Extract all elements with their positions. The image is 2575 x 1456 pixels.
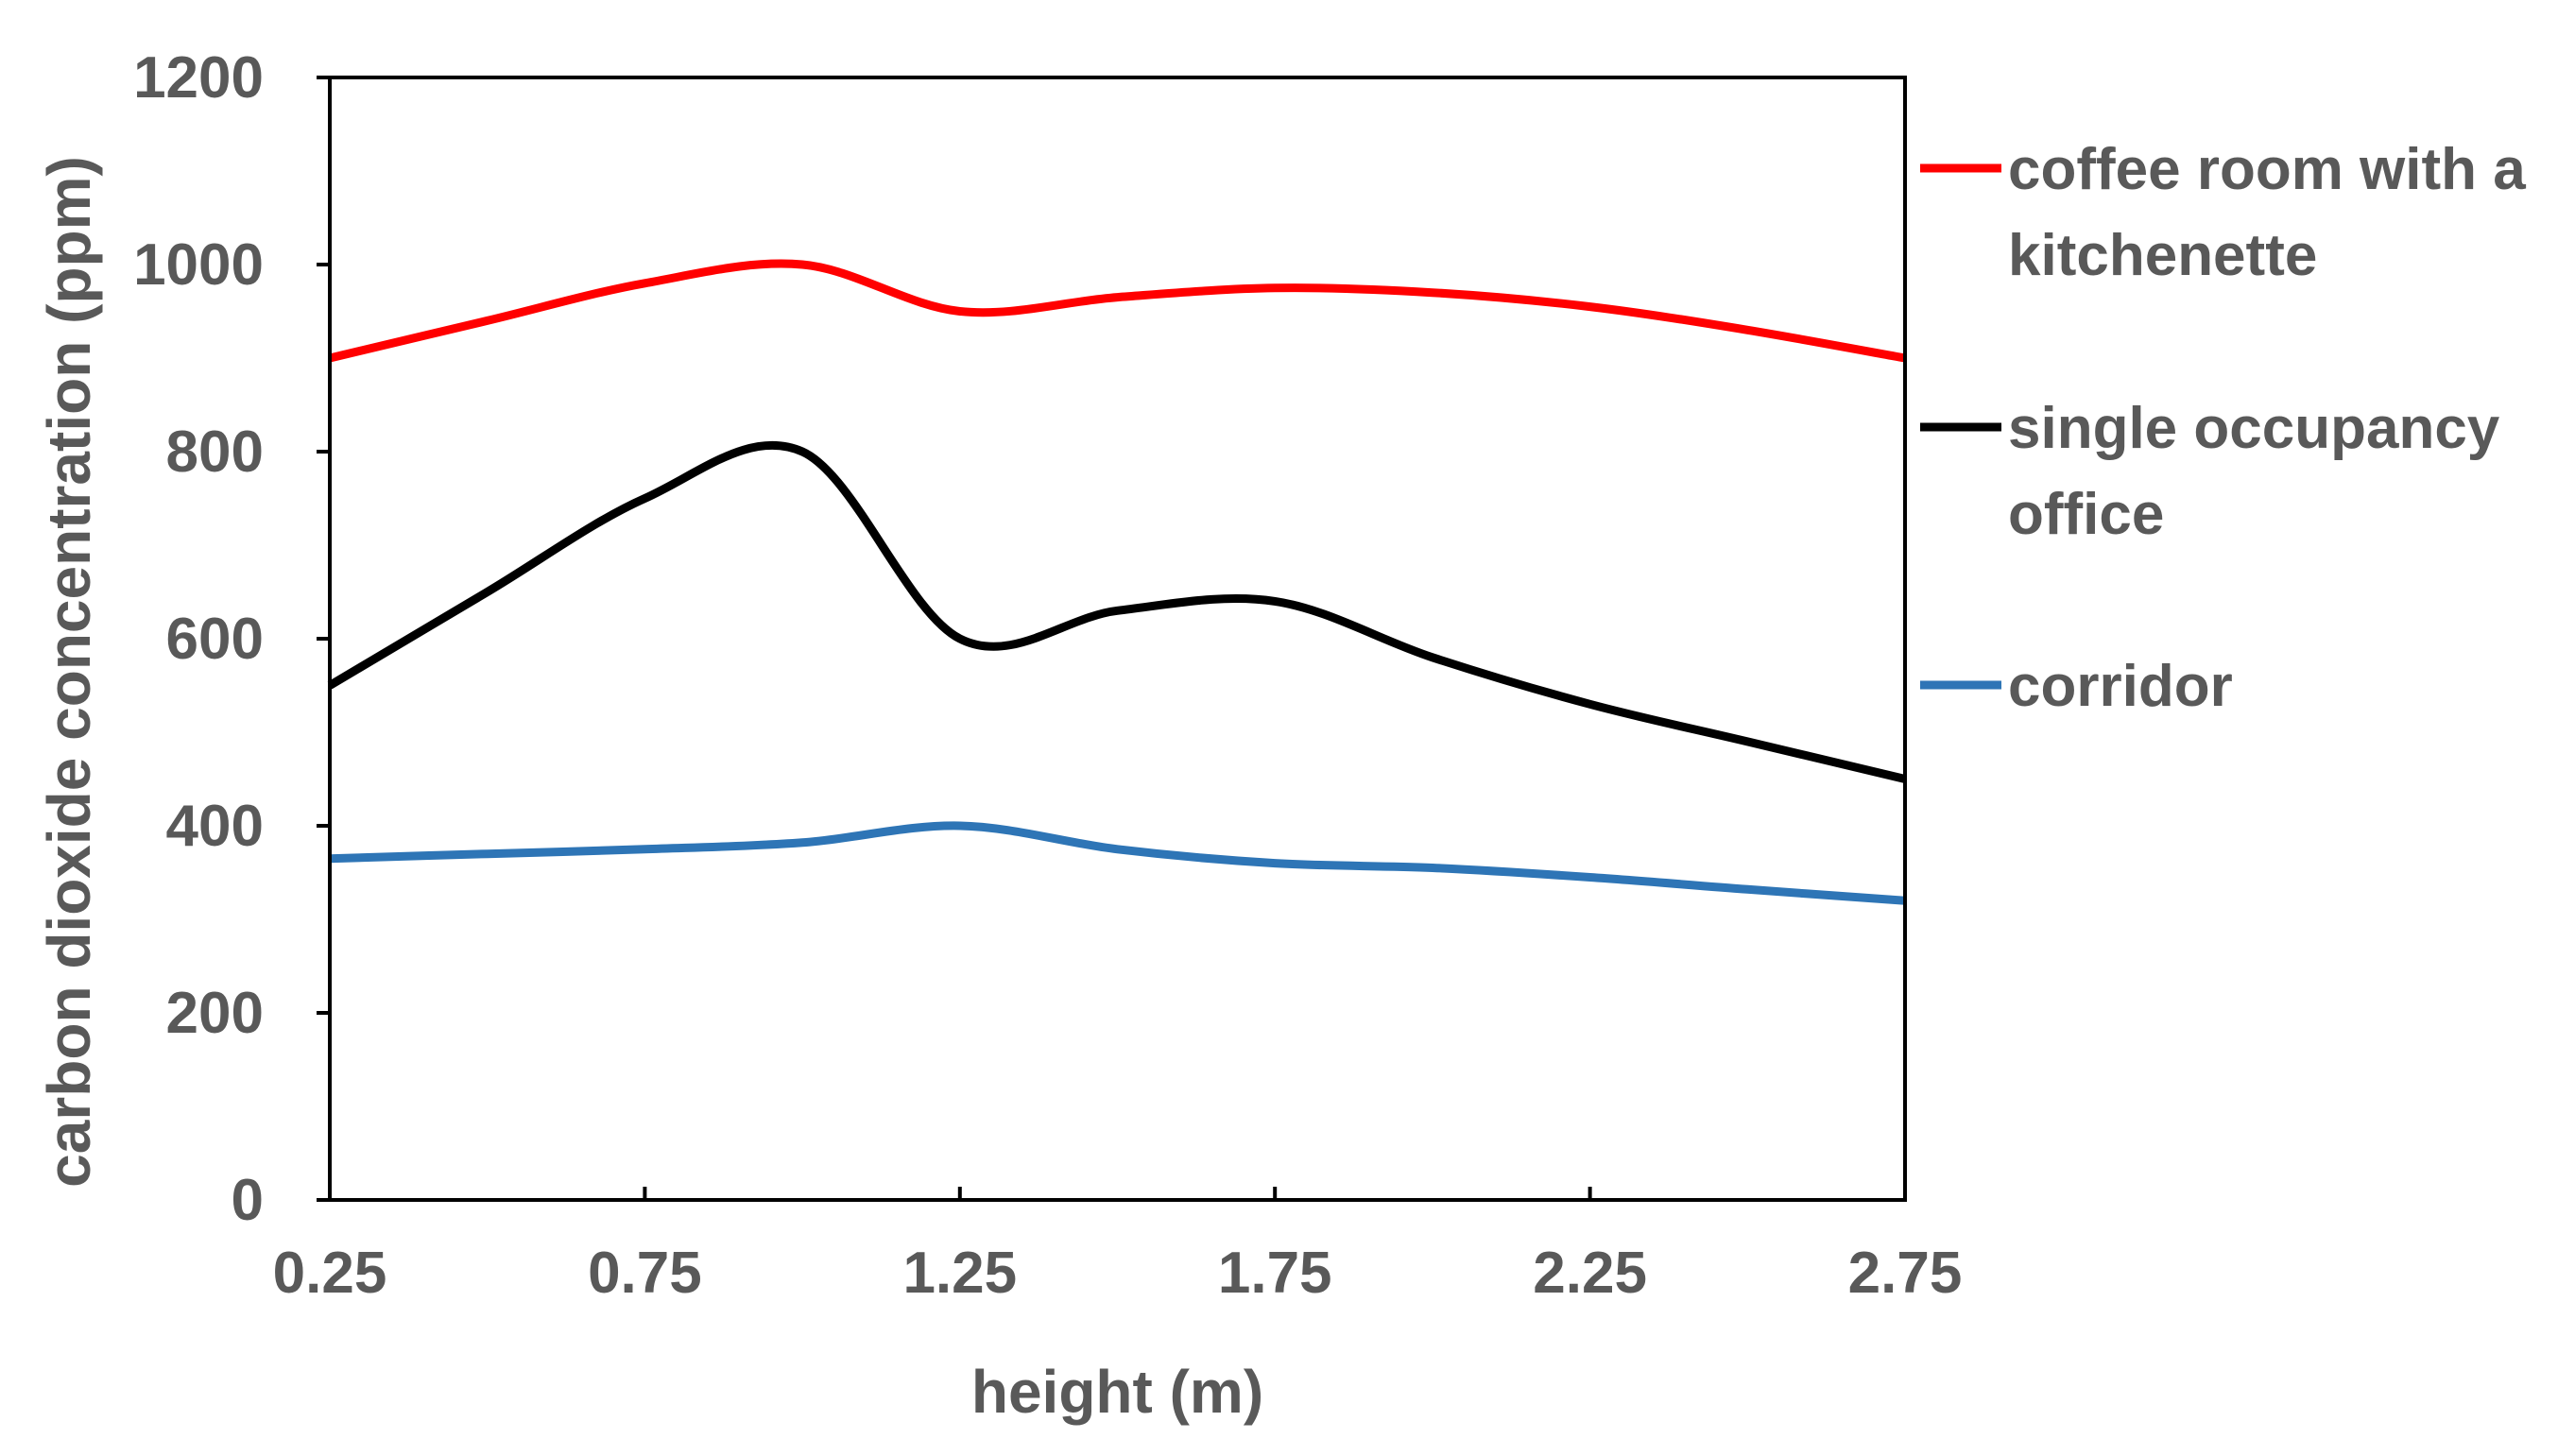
y-tick-label: 600 xyxy=(166,607,264,672)
x-tick-label: 1.25 xyxy=(902,1241,1017,1306)
y-tick-label: 1000 xyxy=(133,232,264,298)
series-lines xyxy=(327,259,1907,905)
series-line-0 xyxy=(328,259,1906,363)
y-axis-ticks: 0 200 400 600 800 1000 1200 xyxy=(133,45,330,1233)
legend-label-0: coffee room with a xyxy=(2008,137,2526,202)
y-tick-label: 0 xyxy=(232,1168,264,1233)
y-axis-title: carbon dioxide concentration (ppm) xyxy=(35,156,103,1188)
legend: coffee room with a kitchenette single occu… xyxy=(1920,137,2526,719)
legend-label-0: kitchenette xyxy=(2008,223,2317,288)
y-tick-label: 200 xyxy=(166,981,264,1046)
y-tick-label: 1200 xyxy=(133,45,264,111)
x-axis-title: height (m) xyxy=(971,1358,1263,1426)
x-tick-label: 2.25 xyxy=(1533,1241,1647,1306)
x-tick-label: 2.75 xyxy=(1848,1241,1963,1306)
series-line-2 xyxy=(329,821,1906,905)
y-tick-label: 800 xyxy=(166,420,264,485)
x-axis-ticks: 0.25 0.75 1.25 1.75 2.25 2.75 xyxy=(273,1187,1963,1306)
series-line-1 xyxy=(327,440,1907,783)
legend-label-1: office xyxy=(2008,482,2164,547)
y-tick-label: 400 xyxy=(166,794,264,859)
legend-label-2: corridor xyxy=(2008,654,2233,719)
x-tick-label: 0.25 xyxy=(273,1241,387,1306)
x-tick-label: 1.75 xyxy=(1218,1241,1332,1306)
x-tick-label: 0.75 xyxy=(588,1241,702,1306)
legend-label-1: single occupancy xyxy=(2008,396,2500,461)
plot-area-frame xyxy=(328,76,1907,1202)
